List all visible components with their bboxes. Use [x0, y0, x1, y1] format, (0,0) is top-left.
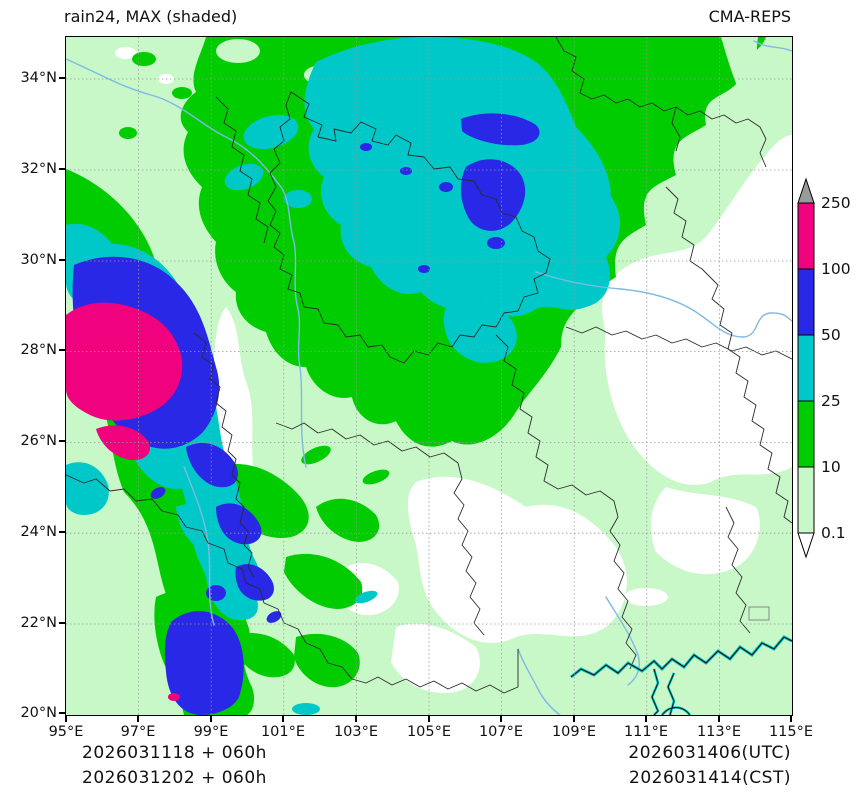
colorbar-band-0p1-10: [797, 466, 815, 534]
colorbar-band-10-25: [797, 400, 815, 468]
x-tickmark: [500, 715, 502, 722]
x-axis-label: 107°E: [478, 724, 524, 740]
y-tickmark: [59, 622, 66, 624]
y-tickmark: [59, 259, 66, 261]
y-axis-label: 32°N: [20, 161, 57, 177]
colorbar-tick-label: 100: [821, 260, 851, 278]
page-title: rain24, MAX (shaded): [64, 7, 238, 26]
coastline: [570, 606, 792, 715]
x-tickmark: [355, 715, 357, 722]
y-axis-label: 28°N: [20, 342, 57, 358]
y-tickmark: [59, 77, 66, 79]
x-axis-label: 103°E: [333, 724, 379, 740]
x-axis-label: 97°E: [120, 724, 156, 740]
x-axis-label: 111°E: [623, 724, 669, 740]
x-axis-label: 105°E: [406, 724, 452, 740]
colorbar-band-25-50: [797, 334, 815, 402]
province-borders: [66, 37, 792, 694]
init-time-utc: 2026031118 + 060h: [82, 743, 267, 763]
x-axis-label: 109°E: [551, 724, 597, 740]
y-tickmark: [59, 168, 66, 170]
valid-time-utc: 2026031406(UTC): [628, 743, 791, 763]
x-axis-label: 99°E: [193, 724, 229, 740]
y-tickmark: [59, 712, 66, 714]
rivers: [66, 40, 792, 715]
colorbar-tick-label: 0.1: [821, 524, 846, 542]
x-tickmark: [282, 715, 284, 722]
y-axis-label: 20°N: [20, 705, 57, 721]
x-axis-label: 115°E: [768, 724, 814, 740]
y-tickmark: [59, 531, 66, 533]
colorbar: [790, 173, 860, 565]
colorbar-graphic: [797, 177, 815, 559]
map-canvas: [65, 36, 793, 716]
x-tickmark: [573, 715, 575, 722]
precipitation-map: [66, 37, 792, 715]
graticule: [66, 37, 792, 715]
x-tickmark: [137, 715, 139, 722]
colorbar-over-arrow: [797, 177, 815, 204]
y-axis-label: 30°N: [20, 252, 57, 268]
x-tickmark: [210, 715, 212, 722]
x-tickmark: [645, 715, 647, 722]
x-tickmark: [718, 715, 720, 722]
y-axis-label: 34°N: [20, 70, 57, 86]
hk-inset-box: [748, 606, 770, 621]
y-axis-label: 24°N: [20, 524, 57, 540]
colorbar-band-50-100: [797, 268, 815, 336]
model-label: CMA-REPS: [708, 7, 791, 26]
colorbar-tick-label: 25: [821, 392, 841, 410]
y-axis-label: 26°N: [20, 433, 57, 449]
x-axis-label: 113°E: [696, 724, 742, 740]
colorbar-under-arrow: [797, 532, 815, 559]
x-axis-label: 101°E: [260, 724, 306, 740]
y-axis-label: 22°N: [20, 615, 57, 631]
x-tickmark: [65, 715, 67, 722]
x-axis-label: 95°E: [48, 724, 84, 740]
colorbar-tick-label: 10: [821, 458, 841, 476]
y-tickmark: [59, 349, 66, 351]
colorbar-band-100-250: [797, 202, 815, 270]
x-tickmark: [428, 715, 430, 722]
colorbar-tick-label: 50: [821, 326, 841, 344]
init-time-cst: 2026031202 + 060h: [82, 768, 267, 788]
valid-time-cst: 2026031414(CST): [629, 768, 791, 788]
y-tickmark: [59, 440, 66, 442]
x-tickmark: [790, 715, 792, 722]
colorbar-tick-label: 250: [821, 194, 851, 212]
